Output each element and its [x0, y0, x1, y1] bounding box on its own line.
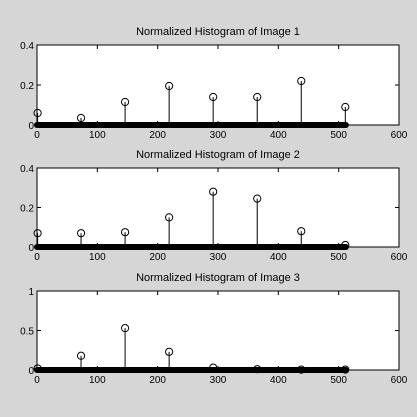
x-tick-label: 100 [89, 252, 106, 263]
stem-marker [341, 102, 350, 112]
x-tick-label: 200 [149, 375, 166, 386]
x-tick-label: 500 [330, 130, 347, 141]
x-tick-label: 600 [391, 375, 408, 386]
stem-marker [341, 365, 350, 374]
chart-title: Normalized Histogram of Image 3 [136, 272, 300, 284]
x-tick-label: 0 [34, 130, 40, 141]
stem-marker [253, 92, 262, 102]
x-tick-label: 200 [149, 130, 166, 141]
x-tick-label: 0 [34, 252, 40, 263]
x-tick-label: 400 [270, 130, 287, 141]
x-tick-label: 0 [34, 375, 40, 386]
stem-marker [209, 363, 218, 372]
x-tick-label: 100 [89, 375, 106, 386]
x-tick-label: 500 [330, 375, 347, 386]
x-tick-label: 600 [391, 130, 408, 141]
y-tick-label: 0 [28, 121, 34, 132]
chart-title: Normalized Histogram of Image 2 [136, 149, 300, 161]
stem-marker [33, 108, 42, 118]
zero-stem-markers [34, 122, 349, 128]
y-tick-label: 1 [28, 287, 34, 298]
axes-box [36, 167, 400, 248]
x-tick-label: 500 [330, 252, 347, 263]
y-tick-label: 0 [28, 243, 34, 254]
x-tick-label: 300 [210, 252, 227, 263]
stem-marker [76, 351, 86, 360]
x-tick-label: 300 [210, 130, 227, 141]
stem-marker [120, 324, 130, 333]
axes-box [36, 290, 400, 371]
stem-marker [76, 229, 86, 238]
y-tick-label: 0.4 [20, 41, 34, 52]
stem-marker [297, 76, 306, 86]
x-tick-label: 100 [89, 130, 106, 141]
stem-marker [165, 347, 174, 356]
subplot-image-3: Normalized Histogram of Image 3 0 100 200 3… [20, 272, 408, 386]
chart-title: Normalized Histogram of Image 1 [136, 26, 300, 38]
y-tick-label: 0 [28, 366, 34, 377]
x-tick-label: 600 [391, 252, 408, 263]
x-tick-label: 400 [270, 252, 287, 263]
stem-marker [253, 194, 262, 203]
stem-marker [165, 81, 174, 91]
subplot-image-1: Normalized Histogram of Image 1 0 100 200 3… [20, 26, 408, 141]
axes-box [36, 44, 400, 126]
y-tick-label: 0.4 [20, 164, 34, 175]
stem-marker [33, 229, 42, 238]
x-tick-label: 300 [210, 375, 227, 386]
zero-stem-markers [34, 367, 349, 373]
y-tick-label: 0.2 [20, 204, 34, 215]
zero-stem-markers [34, 244, 349, 250]
x-tick-label: 200 [149, 252, 166, 263]
stem-marker [120, 228, 130, 237]
stem-marker [120, 97, 130, 107]
y-tick-label: 0.5 [20, 327, 34, 338]
stem-marker [341, 240, 350, 250]
y-tick-label: 0.2 [20, 81, 34, 92]
stem-marker [297, 365, 306, 374]
stem-marker [209, 187, 218, 196]
stem-marker [297, 227, 306, 236]
stem-marker [209, 92, 218, 102]
x-tick-label: 400 [270, 375, 287, 386]
stem-marker [165, 213, 174, 222]
subplot-image-2: Normalized Histogram of Image 2 0 100 200 3… [20, 149, 408, 263]
stem-marker [253, 365, 262, 374]
stem-marker [76, 113, 86, 123]
stem-marker [33, 364, 42, 373]
